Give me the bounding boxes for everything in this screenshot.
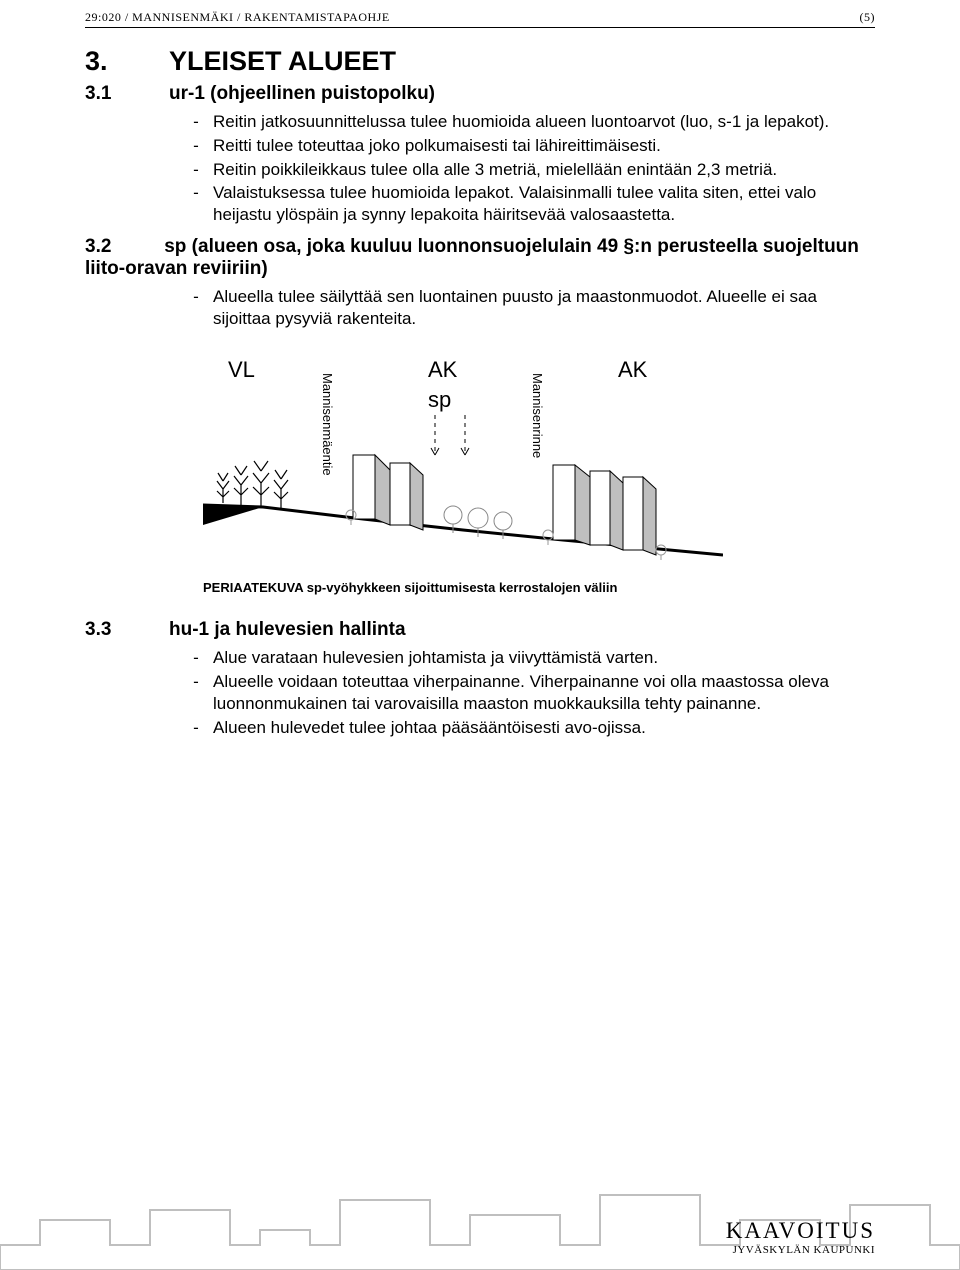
section-3-3-title: hu-1 ja hulevesien hallinta — [169, 619, 406, 640]
section-3-3-list: Alue varataan hulevesien johtamista ja v… — [85, 647, 875, 738]
section-3-1-title: ur-1 (ohjeellinen puistopolku) — [169, 83, 435, 104]
label-sp: sp — [428, 387, 451, 412]
section-3-num: 3. — [85, 46, 169, 77]
section-3-2-heading: 3.2 sp (alueen osa, joka kuuluu luonnons… — [85, 236, 875, 280]
section-3-title: YLEISET ALUEET — [169, 46, 396, 76]
label-vl: VL — [228, 357, 255, 382]
section-3-2-title: sp (alueen osa, joka kuuluu luonnonsuoje… — [85, 236, 859, 279]
section-diagram: VL AK sp AK Mannisenmäentie Mannisenrinn… — [203, 355, 875, 570]
section-3-3-num: 3.3 — [85, 619, 169, 641]
header-rule — [85, 27, 875, 28]
list-item: Alueelle voidaan toteuttaa viherpainanne… — [213, 671, 875, 715]
footer-text: KAAVOITUS JYVÄSKYLÄN KAUPUNKI — [726, 1218, 875, 1256]
section-3-2-list: Alueella tulee säilyttää sen luontainen … — [85, 286, 875, 330]
list-item: Valaistuksessa tulee huomioida lepakot. … — [213, 182, 875, 226]
page-header: 29:020 / MANNISENMÄKI / RAKENTAMISTAPAOH… — [85, 10, 875, 25]
header-left: 29:020 / MANNISENMÄKI / RAKENTAMISTAPAOH… — [85, 10, 390, 25]
section-3-heading: 3.YLEISET ALUEET — [85, 46, 875, 77]
cross-section-svg: VL AK sp AK Mannisenmäentie Mannisenrinn… — [203, 355, 723, 565]
list-item: Reitti tulee toteuttaa joko polkumaisest… — [213, 135, 875, 157]
footer-big: KAAVOITUS — [726, 1218, 875, 1244]
page-footer: KAAVOITUS JYVÄSKYLÄN KAUPUNKI — [0, 1160, 960, 1270]
header-right: (5) — [860, 10, 876, 25]
label-ak1: AK — [428, 357, 458, 382]
hill-wedge — [203, 505, 263, 525]
list-item: Reitin poikkileikkaus tulee olla alle 3 … — [213, 159, 875, 181]
label-ak2: AK — [618, 357, 648, 382]
section-3-1-list: Reitin jatkosuunnittelussa tulee huomioi… — [85, 111, 875, 226]
list-item: Alueen hulevedet tulee johtaa pääsääntöi… — [213, 717, 875, 739]
sp-bracket — [431, 415, 469, 455]
building-left-group — [353, 455, 423, 530]
diagram-caption: PERIAATEKUVA sp-vyöhykkeen sijoittumises… — [203, 580, 875, 595]
label-road2: Mannisenrinne — [530, 373, 545, 458]
list-item: Alueella tulee säilyttää sen luontainen … — [213, 286, 875, 330]
section-3-1-num: 3.1 — [85, 83, 169, 105]
list-item: Reitin jatkosuunnittelussa tulee huomioi… — [213, 111, 875, 133]
section-3-1-heading: 3.1ur-1 (ohjeellinen puistopolku) — [85, 83, 875, 105]
section-3-2-num: 3.2 — [85, 236, 111, 257]
list-item: Alue varataan hulevesien johtamista ja v… — [213, 647, 875, 669]
footer-small: JYVÄSKYLÄN KAUPUNKI — [726, 1244, 875, 1256]
trees-icon — [217, 461, 288, 509]
section-3-3-heading: 3.3hu-1 ja hulevesien hallinta — [85, 619, 875, 641]
label-road1: Mannisenmäentie — [320, 373, 335, 476]
